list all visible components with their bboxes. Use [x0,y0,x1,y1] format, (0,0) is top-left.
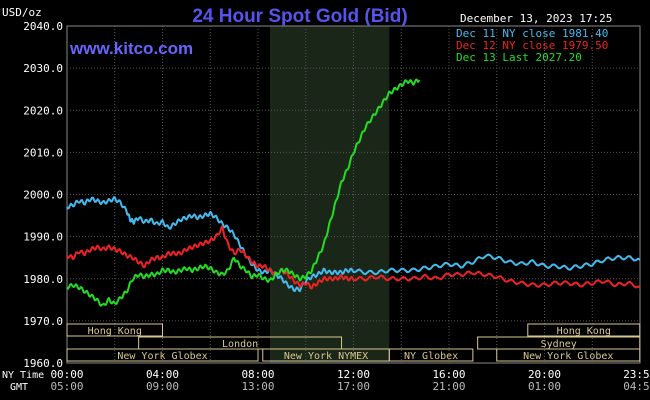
market-session-band [388,348,474,362]
legend-item-dec13: Dec 13 Last 2027.20 [456,51,582,64]
y-tick-label: 1980.0 [23,273,63,286]
y-tick-label: 2040.0 [23,20,63,33]
market-session-label: Hong Kong [88,326,142,337]
y-tick-label: 1970.0 [23,315,63,328]
market-session-label: NY Globex [404,351,458,362]
series-layer [66,78,641,307]
market-session-label: New York NYMEX [284,351,368,362]
market-bands-layer: Hong Kong London New York Globex New York N… [66,323,641,362]
x-tick-label-gmt: 01:00 [528,380,561,393]
x-tick-label-gmt: 09:00 [146,380,179,393]
x-tick-label-ny: 20:00 [528,368,561,381]
series-line-dec11 [66,196,641,293]
chart-datetime: December 13, 2023 17:25 [460,12,612,25]
market-session-band [66,323,163,337]
y-tick-label: 1960.0 [23,357,63,370]
watermark-text: www.kitco.com [69,39,193,58]
x-tick-label-gmt: 17:00 [337,380,370,393]
market-session-label: Hong Kong [557,326,611,337]
shaded-region-layer [269,26,390,363]
y-tick-label: 1990.0 [23,231,63,244]
x-tick-label-ny: 23:59 [623,368,650,381]
gmt-label: GMT [10,382,28,393]
market-session-label: London [222,339,258,350]
x-tick-label-ny: 00:00 [50,368,83,381]
ny-time-label: NY Time [2,370,44,381]
x-tick-label-gmt: 04:59 [623,380,650,393]
market-session-band [66,348,259,362]
x-tick-label-ny: 08:00 [241,368,274,381]
market-session-band [496,348,641,362]
market-session-label: Sydney [541,339,577,350]
y-tick-label: 2000.0 [23,189,63,202]
market-session-label: New York Globex [117,351,207,362]
y-tick-label: 2030.0 [23,62,63,75]
shaded-region [269,26,390,363]
market-session-label: New York Globex [523,351,613,362]
x-tick-label-ny: 12:00 [337,368,370,381]
legend-item-dec11: Dec 11 NY close 1981.40 [456,27,608,40]
x-tick-label-gmt: 13:00 [241,380,274,393]
series-line-dec13 [66,78,421,307]
y-tick-label: 2020.0 [23,104,63,117]
x-tick-label-ny: 04:00 [146,368,179,381]
unit-label: USD/oz [2,6,42,19]
legend: Dec 11 NY close 1981.40 Dec 12 NY close … [456,27,608,64]
market-session-band [527,323,641,337]
legend-item-dec12: Dec 12 NY close 1979.50 [456,39,608,52]
axis-labels-layer: 1960.0 1970.0 1980.0 1990.0 2000.0 2010.0 2020… [23,20,650,393]
grid-layer [66,25,641,364]
x-tick-label-gmt: 21:00 [432,380,465,393]
x-tick-label-gmt: 05:00 [50,380,83,393]
x-tick-label-ny: 16:00 [432,368,465,381]
y-tick-label: 2010.0 [23,146,63,159]
chart-title: 24 Hour Spot Gold (Bid) [192,6,407,27]
